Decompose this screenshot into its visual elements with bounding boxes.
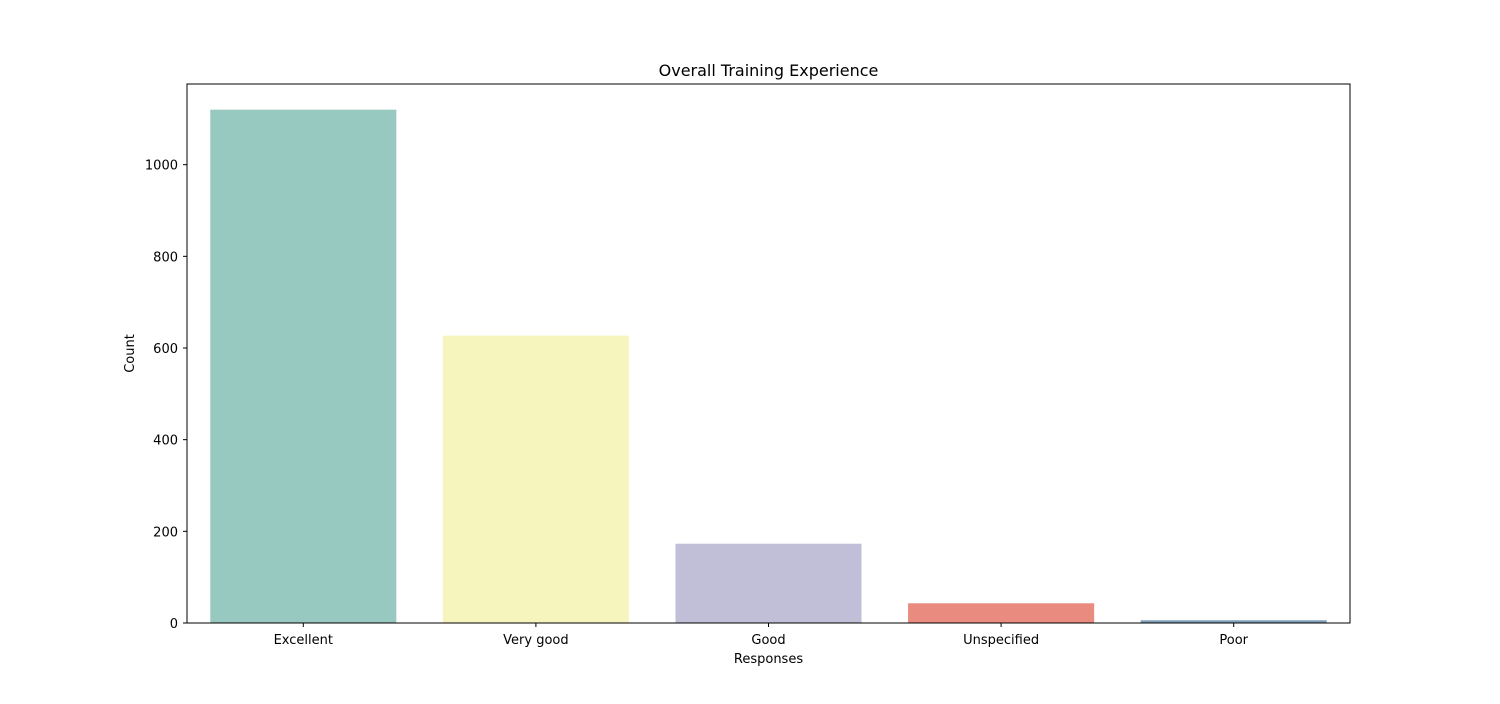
- bar-poor: [1140, 620, 1327, 623]
- chart-title: Overall Training Experience: [659, 61, 879, 80]
- bar-very-good: [442, 335, 629, 623]
- x-tick-label: Very good: [503, 633, 568, 648]
- y-axis: 0 200 400 600 800 1000: [145, 159, 187, 632]
- bar-good: [675, 543, 862, 623]
- x-axis-label: Responses: [734, 652, 803, 667]
- x-tick-label: Good: [751, 633, 785, 648]
- x-tick-label: Poor: [1219, 633, 1248, 648]
- x-tick-label: Unspecified: [963, 633, 1039, 648]
- y-tick-label: 800: [153, 250, 178, 265]
- bar-unspecified: [908, 603, 1095, 623]
- y-tick-label: 0: [170, 617, 178, 632]
- bars-layer: [210, 109, 1327, 623]
- y-tick-label: 600: [153, 342, 178, 357]
- y-tick-label: 1000: [145, 159, 178, 174]
- plot-frame: [186, 83, 1351, 624]
- bar-excellent: [210, 109, 397, 623]
- x-tick-label: Excellent: [274, 633, 333, 648]
- y-tick-label: 200: [153, 525, 178, 540]
- y-tick-label: 400: [153, 434, 178, 449]
- x-axis: Excellent Very good Good Unspecified Poor: [274, 623, 1249, 648]
- y-axis-label: Count: [123, 334, 138, 373]
